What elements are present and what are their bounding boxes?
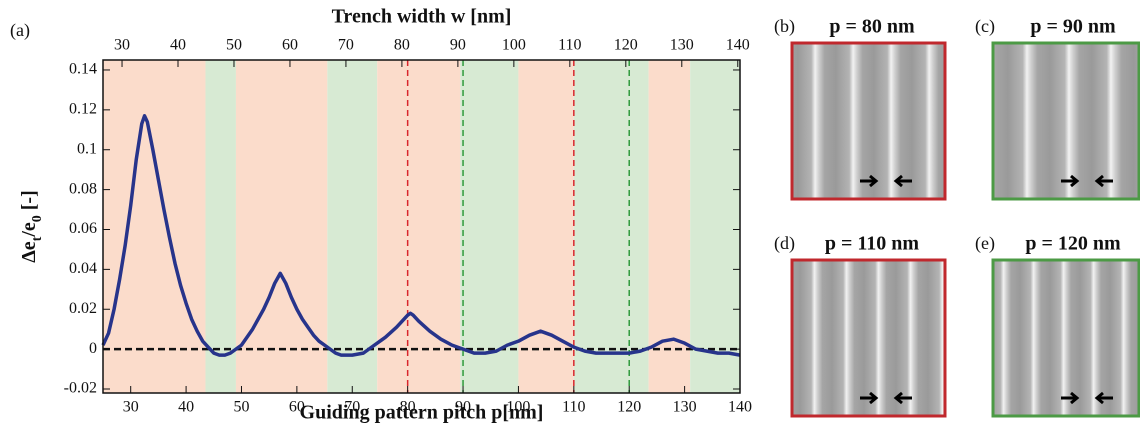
arrow (1094, 174, 1113, 188)
arrow (1061, 391, 1080, 405)
band (103, 60, 206, 393)
panel-label: (b) (774, 16, 795, 37)
x-tick-label: 90 (455, 399, 471, 416)
x2-tick-label: 130 (670, 37, 694, 54)
y-axis-title-part: [-] (18, 190, 40, 215)
x2-tick-label: 40 (170, 37, 186, 54)
top-axis-title: Trench width w [nm] (332, 6, 512, 28)
y-axis-title: Δet/e0 [-] (18, 190, 45, 263)
band (377, 60, 461, 393)
panel-label: (a) (10, 20, 30, 41)
band (648, 60, 691, 393)
plot: 0.14 0.12 0.1 0.08 0.06 0.04 0.02 0 -0.02 30 40 50 6… (10, 6, 752, 424)
x-tick-label: 100 (506, 399, 530, 416)
band (573, 60, 649, 393)
x2-tick-label: 110 (558, 37, 581, 54)
sem-image (790, 41, 947, 201)
y-axis-title-part: 0 (30, 215, 45, 222)
arrow (1094, 391, 1113, 405)
x2-tick-label: 100 (502, 37, 526, 54)
arrow (860, 391, 879, 405)
x-tick-label: 110 (562, 399, 585, 416)
x2-tick-label: 60 (282, 37, 298, 54)
x-tick-label: 60 (289, 399, 305, 416)
x2-tick-label: 70 (338, 37, 354, 54)
sem-panels: (b) p = 80 nm (c) p = 90 nm (d) p = 110 nm (e)… (774, 16, 1140, 418)
arrow (860, 174, 879, 188)
panel-label: (c) (975, 16, 995, 37)
sem-image (991, 41, 1140, 201)
y-tick-label: 0.02 (69, 300, 97, 317)
y-tick-label: -0.02 (64, 380, 97, 397)
panel-title: p = 90 nm (1030, 16, 1116, 38)
y-axis-title-part: t (30, 236, 45, 241)
sem-image (790, 258, 947, 418)
arrow (893, 391, 912, 405)
band (205, 60, 236, 393)
x-tick-label: 80 (400, 399, 416, 416)
band (460, 60, 519, 393)
y-axis-title-part: /e (18, 222, 40, 238)
y-tick-label: 0.14 (69, 61, 97, 78)
x-tick-label: 30 (123, 399, 139, 416)
band (235, 60, 328, 393)
y-tick-label: 0 (89, 340, 97, 357)
x2-tick-label: 30 (114, 37, 130, 54)
y-tick-label: 0.12 (69, 101, 97, 118)
y-tick-label: 0.04 (69, 260, 97, 277)
x2-tick-label: 140 (726, 37, 750, 54)
data-line (101, 114, 741, 357)
y-tick-label: 0.1 (77, 140, 97, 157)
x-tick-label: 130 (673, 399, 697, 416)
y-tick-label: 0.06 (69, 220, 97, 237)
band (327, 60, 378, 393)
x-tick-label: 50 (233, 399, 249, 416)
panel-label: (d) (774, 233, 795, 254)
x-tick-label: 40 (178, 399, 194, 416)
arrow (893, 174, 912, 188)
panel-title: p = 110 nm (825, 233, 920, 255)
x2-tick-label: 50 (226, 37, 242, 54)
sem-image (991, 258, 1140, 418)
y-tick-label: 0.08 (69, 180, 97, 197)
arrow (1061, 174, 1080, 188)
x2-tick-label: 90 (450, 37, 466, 54)
y-axis-title-part: Δe (18, 241, 40, 263)
panel-title: p = 120 nm (1025, 233, 1121, 255)
band (690, 60, 740, 393)
panel-label: (e) (975, 233, 995, 254)
x2-tick-label: 120 (614, 37, 638, 54)
plot-frame (102, 59, 741, 394)
x-tick-label: 70 (344, 399, 360, 416)
x-axis-title: Guiding pattern pitch p[nm] (300, 402, 544, 424)
x2-tick-label: 80 (394, 37, 410, 54)
x-tick-label: 120 (617, 399, 641, 416)
x-tick-label: 140 (728, 399, 752, 416)
panel-title: p = 80 nm (829, 16, 915, 38)
